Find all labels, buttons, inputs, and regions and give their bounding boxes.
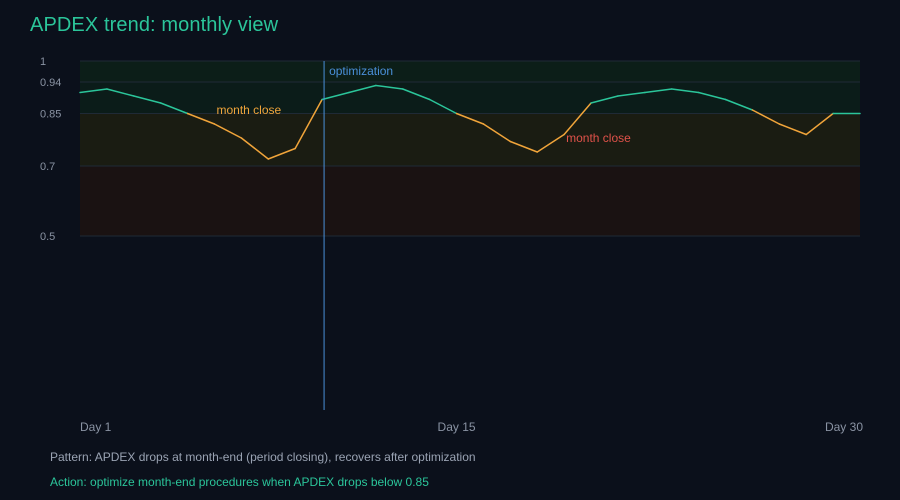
series-segment bbox=[267, 147, 296, 160]
apdex-chart: 0.5 0.7 0.85 0.94 1 Day 1 Day 15 Day 30 optimi… bbox=[40, 56, 863, 434]
y-axis: 0.5 0.7 0.85 0.94 1 bbox=[40, 56, 61, 243]
series-segment bbox=[294, 98, 323, 150]
annotation-label: month close bbox=[566, 131, 631, 145]
zone-bands bbox=[80, 61, 860, 236]
pattern-note: Pattern: APDEX drops at month-end (perio… bbox=[50, 450, 476, 464]
series-segment bbox=[751, 109, 781, 125]
series-segment bbox=[455, 112, 485, 125]
series-segment bbox=[724, 98, 754, 111]
x-tick-label: Day 1 bbox=[80, 420, 112, 434]
series-segment bbox=[213, 123, 243, 139]
series-segment bbox=[240, 137, 270, 160]
x-axis: Day 1 Day 15 Day 30 bbox=[80, 420, 863, 434]
series-segment bbox=[428, 98, 458, 115]
x-tick-label: Day 30 bbox=[825, 420, 863, 434]
series-segment bbox=[482, 123, 512, 143]
series-segment bbox=[321, 91, 350, 101]
y-tick-label: 1 bbox=[40, 56, 46, 68]
series-segment bbox=[348, 84, 377, 94]
series-segment bbox=[186, 112, 216, 125]
series-segment bbox=[79, 88, 108, 94]
series-segment bbox=[697, 91, 727, 101]
zone-good bbox=[80, 82, 860, 114]
annotation-label: optimization bbox=[329, 64, 393, 78]
zone-excellent bbox=[80, 61, 860, 82]
series-segment bbox=[590, 95, 619, 104]
series-segment bbox=[159, 102, 189, 115]
series-segment bbox=[509, 140, 538, 153]
chart-title: APDEX trend: monthly view bbox=[30, 14, 279, 36]
y-tick-label: 0.85 bbox=[40, 109, 61, 121]
series-segment bbox=[375, 84, 404, 90]
series-segment bbox=[536, 133, 565, 153]
x-tick-label: Day 15 bbox=[438, 420, 476, 434]
series-segment bbox=[563, 102, 592, 136]
series-segment bbox=[402, 88, 431, 101]
series-segment bbox=[778, 123, 807, 136]
apdex-series bbox=[79, 84, 861, 160]
series-segment bbox=[133, 95, 162, 104]
series-segment bbox=[644, 88, 673, 94]
y-tick-label: 0.7 bbox=[40, 161, 55, 173]
action-note: Action: optimize month-end procedures wh… bbox=[50, 475, 429, 489]
series-segment bbox=[670, 88, 700, 94]
y-tick-label: 0.5 bbox=[40, 231, 55, 243]
annotations: optimization month close month close bbox=[216, 61, 631, 410]
zone-fair bbox=[80, 113, 860, 166]
y-tick-label: 0.94 bbox=[40, 77, 61, 89]
grid-lines bbox=[80, 60, 860, 237]
series-segment bbox=[805, 112, 834, 136]
annotation-label: month close bbox=[216, 103, 281, 117]
series-segment bbox=[106, 88, 135, 97]
zone-poor bbox=[80, 166, 860, 236]
series-segment bbox=[617, 91, 646, 97]
